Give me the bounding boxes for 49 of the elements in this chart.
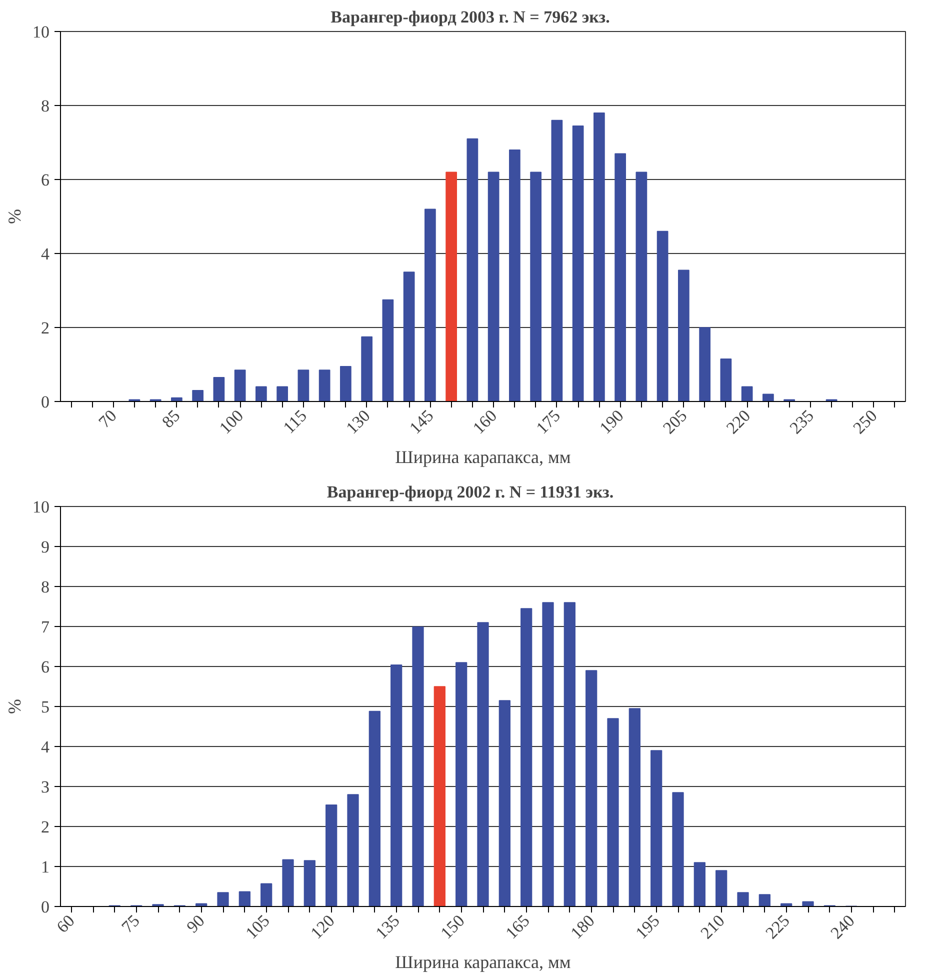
x-tick-label: 60 <box>52 911 78 937</box>
y-tick-label: 2 <box>41 318 50 338</box>
y-axis-title: % <box>4 208 24 224</box>
x-tick-label: 195 <box>632 911 664 943</box>
x-tick-label: 240 <box>826 911 858 943</box>
x-tick-label: 85 <box>158 406 184 432</box>
x-tick-label: 250 <box>849 406 881 438</box>
x-tick-label: 175 <box>532 406 564 438</box>
chart-title: Варангер-фиорд 2003 г. N = 7962 экз. <box>330 8 610 26</box>
x-tick-label: 145 <box>406 406 438 438</box>
y-tick-label: 7 <box>41 618 50 636</box>
y-tick-label: 10 <box>32 498 50 516</box>
x-tick-label: 75 <box>118 911 144 937</box>
x-tick-label: 90 <box>182 911 208 937</box>
chart-title: Варангер-фиорд 2002 г. N = 11931 экз. <box>326 482 614 502</box>
y-tick-label: 4 <box>41 244 50 264</box>
x-tick-label: 180 <box>566 911 598 943</box>
x-tick-label: 190 <box>596 406 628 438</box>
x-tick-label: 165 <box>502 911 534 943</box>
y-tick-label: 1 <box>41 858 50 876</box>
x-axis-title: Ширина карапакса, мм <box>395 447 571 468</box>
y-axis-title: % <box>4 698 24 714</box>
x-tick-label: 225 <box>762 911 794 943</box>
y-tick-label: 8 <box>41 96 50 116</box>
x-tick-label: 100 <box>216 406 248 438</box>
y-tick-label: 8 <box>41 578 50 596</box>
y-tick-label: 6 <box>41 170 50 190</box>
x-tick-label: 105 <box>242 911 274 943</box>
y-tick-label: 6 <box>41 658 50 676</box>
x-tick-label: 70 <box>94 406 120 432</box>
x-tick-label: 210 <box>696 911 728 943</box>
x-tick-label: 235 <box>786 406 818 438</box>
y-tick-label: 9 <box>41 538 50 556</box>
x-tick-label: 130 <box>342 406 374 438</box>
x-tick-label: 135 <box>372 911 404 943</box>
x-tick-label: 120 <box>306 911 338 943</box>
x-tick-label: 115 <box>279 406 311 438</box>
x-axis-title: Ширина карапакса, мм <box>395 952 571 972</box>
y-tick-label: 5 <box>41 698 50 716</box>
y-tick-label: 10 <box>32 22 50 42</box>
x-tick-label: 220 <box>722 406 754 438</box>
x-tick-label: 160 <box>469 406 501 438</box>
y-tick-label: 2 <box>41 818 50 836</box>
y-tick-label: 4 <box>41 738 50 756</box>
y-tick-label: 0 <box>41 898 50 916</box>
x-tick-label: 205 <box>659 406 691 438</box>
x-tick-label: 150 <box>436 911 468 943</box>
y-tick-label: 0 <box>41 392 50 412</box>
y-tick-label: 3 <box>41 778 50 796</box>
